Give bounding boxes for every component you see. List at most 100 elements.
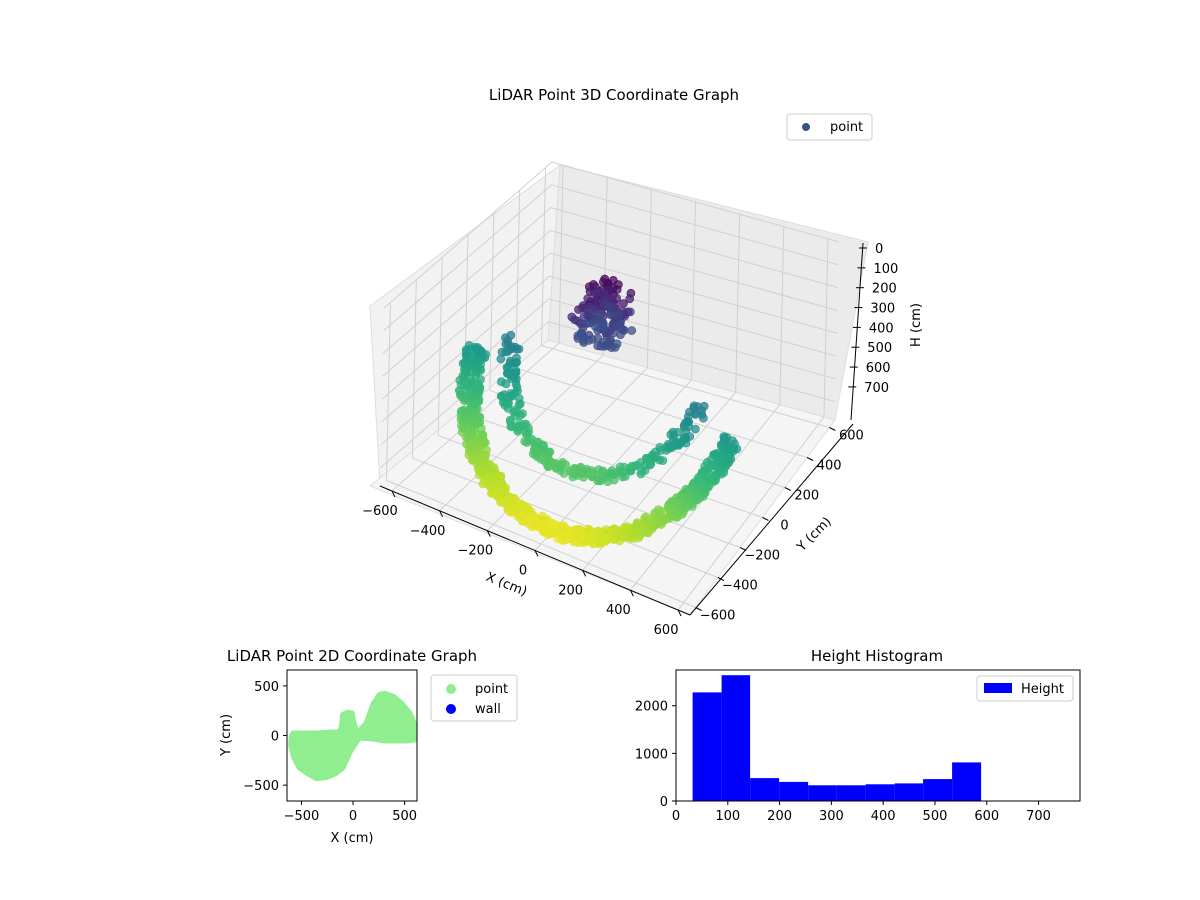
plot3d-legend: point [786, 113, 873, 141]
plot2d-legend-wall-marker [446, 704, 456, 714]
plot3d-y-tick [806, 457, 814, 461]
plot3d-grid-y [541, 345, 830, 428]
plot3d: LiDAR Point 3D Coordinate Graph −600 −400… [362, 86, 924, 638]
plot3d-point [611, 524, 620, 534]
plot3d-x-tick-label: −200 [457, 544, 493, 559]
plot3d-point [511, 366, 521, 375]
plot3d-x-tick-label: 0 [519, 564, 527, 579]
plot3d-grid-z-left [383, 184, 552, 332]
plot2d-ylabel: Y (cm) [219, 714, 234, 757]
plot3d-y-tick [695, 607, 702, 611]
plot3d-point [506, 330, 516, 340]
plot3d-grid-y-left [541, 167, 547, 346]
plot3d-point [584, 336, 594, 345]
plot3d-point [588, 310, 598, 319]
plot3d-y-tick [762, 517, 769, 521]
plot3d-point [594, 527, 604, 536]
plot2d-legend: point wall [430, 674, 518, 722]
plot3d-point [533, 437, 543, 447]
plot3d-grid-x-back [558, 165, 564, 344]
plot3d-ylabel: Y (cm) [794, 514, 835, 555]
plot2d-legend-wall-label: wall [475, 702, 501, 717]
plot3d-x-tick-label: 400 [606, 603, 631, 618]
histogram-bar [808, 785, 837, 801]
histogram-x-tick-label: 600 [974, 809, 999, 824]
plot3d-grid-y-left [437, 257, 443, 436]
plot3d-point [627, 326, 637, 335]
plot3d-y-tick [829, 427, 836, 431]
histogram-bar [692, 692, 722, 801]
plot3d-point [512, 407, 522, 417]
plot2d-x-tick-label: 500 [392, 809, 417, 824]
plot3d-y-tick-label: 400 [817, 459, 842, 474]
plot3d-gridlines [380, 161, 840, 611]
plot3d-x-tick-label: −600 [362, 504, 398, 519]
plot2d-legend-point-label: point [475, 682, 508, 697]
histogram-x-tick-label: 200 [767, 809, 792, 824]
plot3d-grid-z-back [550, 229, 838, 311]
plot3d-x-tick-label: −400 [410, 524, 446, 539]
plot3d-x-tick-label: 200 [558, 583, 583, 598]
plot3d-x-tick [391, 490, 396, 498]
plot3d-grid-z-left [382, 207, 552, 355]
histogram-bar [750, 778, 780, 801]
histogram-x-tick-label: 100 [715, 809, 740, 824]
histogram-bar [836, 785, 866, 801]
plot3d-z-tick-label: 0 [875, 242, 883, 257]
plot3d-point [558, 457, 567, 467]
plot3d-y-tick [717, 577, 725, 581]
plot2d: LiDAR Point 2D Coordinate Graph −500 0 500… [219, 647, 518, 846]
plot3d-grid-x-back [691, 201, 696, 381]
histogram-bar [952, 762, 982, 801]
histogram-legend-label: Height [1021, 682, 1064, 697]
plot3d-grid-z-back [549, 252, 838, 334]
plot3d-zlabel: H (cm) [909, 303, 924, 347]
plot3d-grid-x-back [646, 189, 652, 368]
plot3d-legend-label: point [830, 120, 863, 135]
plot3d-grid-z-left [383, 161, 553, 309]
histogram-x-tick-label: 500 [923, 809, 948, 824]
plot3d-x-tick [439, 510, 444, 518]
plot3d-z-tick-label: 400 [869, 321, 894, 336]
histogram-bars [692, 675, 982, 801]
histogram-bar [923, 779, 953, 801]
histogram-title: Height Histogram [811, 647, 943, 665]
plot3d-grid-y-left [411, 279, 417, 458]
plot3d-point [608, 275, 618, 285]
plot3d-z-tick-label: 100 [873, 262, 898, 277]
plot2d-xlabel: X (cm) [331, 831, 374, 846]
plot3d-point [579, 312, 589, 321]
plot3d-point [501, 379, 511, 389]
plot3d-x-tick [677, 609, 682, 617]
plot3d-point [591, 288, 601, 298]
plot2d-title: LiDAR Point 2D Coordinate Graph [227, 647, 477, 665]
histogram-legend-swatch [984, 683, 1012, 693]
plot3d-point [614, 309, 623, 319]
histogram-bar [721, 675, 751, 801]
plot3d-x-tick-label: 600 [654, 623, 679, 638]
plot2d-x-tick-label: −500 [284, 809, 320, 824]
histogram-axes-frame [675, 669, 1081, 802]
plot3d-point [593, 333, 603, 343]
plot3d-point [673, 427, 683, 437]
plot3d-grid-y-left [489, 212, 495, 391]
plot3d-point [582, 464, 592, 474]
plot3d-point [627, 461, 637, 471]
plot3d-z-tick-label: 500 [867, 341, 892, 356]
plot3d-x-tick [582, 570, 587, 577]
plot2d-x-tick-label: 0 [349, 809, 357, 824]
histogram-x-tick-label: 300 [819, 809, 844, 824]
plot3d-point [598, 467, 608, 477]
plot3d-point [578, 303, 587, 313]
plot3d-point [606, 310, 616, 320]
plot3d-point [545, 447, 555, 457]
plot3d-point [538, 511, 547, 521]
histogram-x-tick-label: 0 [672, 809, 680, 824]
plot2d-y-tick-label: −500 [243, 779, 279, 794]
plot3d-point [523, 503, 532, 512]
plot3d-y-tick [739, 547, 747, 551]
plot3d-z-tick-label: 600 [866, 361, 891, 376]
plot3d-grid-y-left [385, 302, 391, 481]
plot3d-z-tick-label: 200 [872, 282, 897, 297]
